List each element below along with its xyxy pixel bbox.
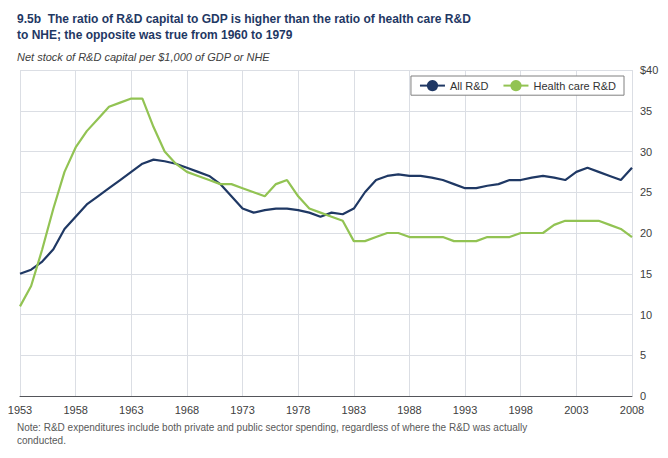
svg-text:1993: 1993 — [453, 404, 477, 416]
svg-text:15: 15 — [640, 268, 652, 280]
svg-text:30: 30 — [640, 146, 652, 158]
svg-text:1973: 1973 — [230, 404, 254, 416]
svg-text:1988: 1988 — [397, 404, 421, 416]
svg-text:2003: 2003 — [564, 404, 588, 416]
svg-text:9.5b The ratio of R&D capital: 9.5b The ratio of R&D capital to GDP is … — [17, 12, 471, 26]
svg-text:25: 25 — [640, 186, 652, 198]
svg-text:0: 0 — [640, 390, 646, 402]
svg-text:20: 20 — [640, 227, 652, 239]
svg-text:1953: 1953 — [8, 404, 32, 416]
svg-text:1998: 1998 — [508, 404, 532, 416]
svg-text:2008: 2008 — [620, 404, 644, 416]
svg-text:10: 10 — [640, 309, 652, 321]
svg-text:Note: R&D expenditures include: Note: R&D expenditures include both priv… — [17, 422, 527, 433]
svg-text:1958: 1958 — [63, 404, 87, 416]
svg-text:1983: 1983 — [342, 404, 366, 416]
svg-text:Health care R&D: Health care R&D — [533, 80, 616, 92]
svg-text:1963: 1963 — [119, 404, 143, 416]
svg-text:Net stock of R&D capital per $: Net stock of R&D capital per $1,000 of G… — [17, 51, 270, 63]
svg-text:5: 5 — [640, 349, 646, 361]
svg-text:1968: 1968 — [175, 404, 199, 416]
svg-text:35: 35 — [640, 105, 652, 117]
svg-text:conducted.: conducted. — [17, 435, 66, 446]
svg-text:to NHE; the opposite was true: to NHE; the opposite was true from 1960 … — [17, 28, 293, 42]
svg-text:All R&D: All R&D — [450, 80, 489, 92]
svg-text:1978: 1978 — [286, 404, 310, 416]
svg-text:$40: $40 — [640, 64, 658, 76]
